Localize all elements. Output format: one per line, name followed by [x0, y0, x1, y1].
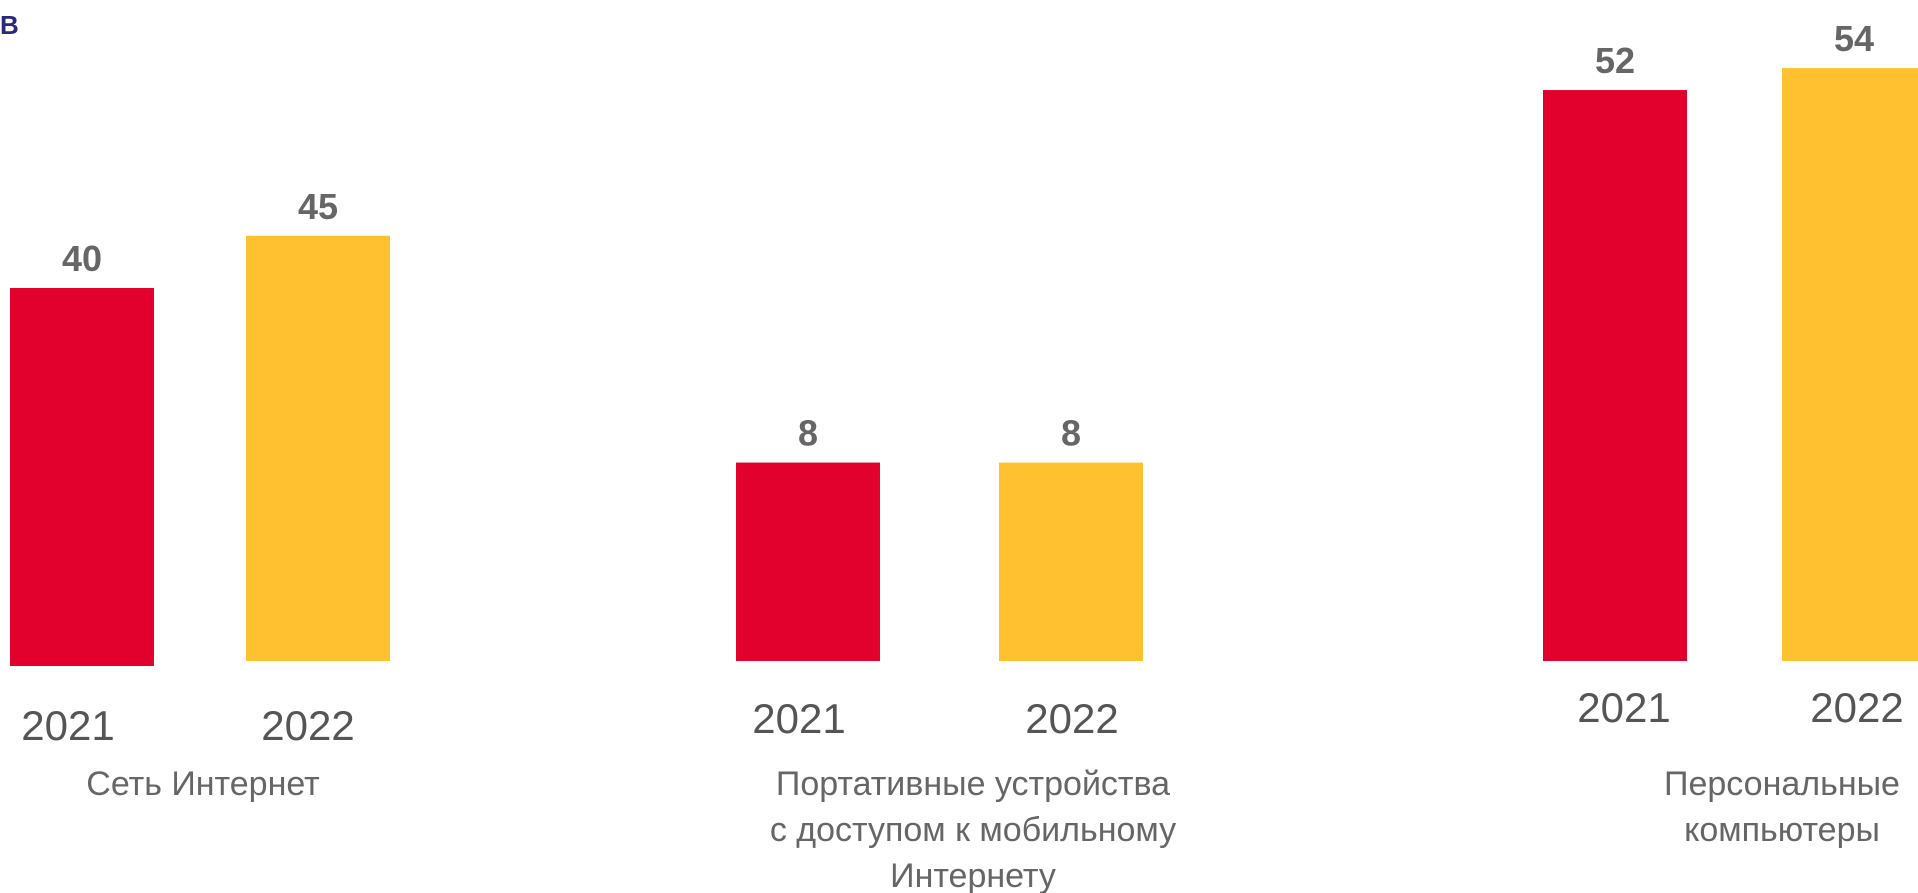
year-label: 2022 — [1810, 684, 1903, 731]
value-label: 45 — [298, 186, 338, 227]
bar-2-2022 — [999, 462, 1143, 661]
year-label: 2021 — [752, 695, 845, 742]
category-label: Сеть Интернет — [86, 765, 319, 803]
value-label: 40 — [62, 238, 102, 279]
category-label: Персональные — [1664, 765, 1900, 803]
category-label: Портативные устройства — [776, 765, 1170, 803]
year-label: 2022 — [261, 702, 354, 749]
corner-letter: В — [0, 10, 19, 40]
year-label: 2021 — [1577, 684, 1670, 731]
bar-3-2022 — [1782, 68, 1918, 661]
value-label: 8 — [1061, 413, 1081, 454]
year-label: 2022 — [1025, 695, 1118, 742]
year-label: 2021 — [21, 702, 114, 749]
bar-1-2021 — [10, 288, 154, 666]
value-label: 8 — [798, 413, 818, 454]
bar-2-2021 — [736, 462, 880, 661]
bar-3-2021 — [1543, 90, 1687, 662]
category-label: Интернету — [890, 857, 1056, 893]
value-label: 54 — [1834, 18, 1874, 59]
bar-1-2022 — [246, 235, 390, 661]
category-label: компьютеры — [1684, 811, 1880, 849]
value-label: 52 — [1595, 40, 1635, 81]
category-label: с доступом к мобильному — [770, 811, 1176, 849]
